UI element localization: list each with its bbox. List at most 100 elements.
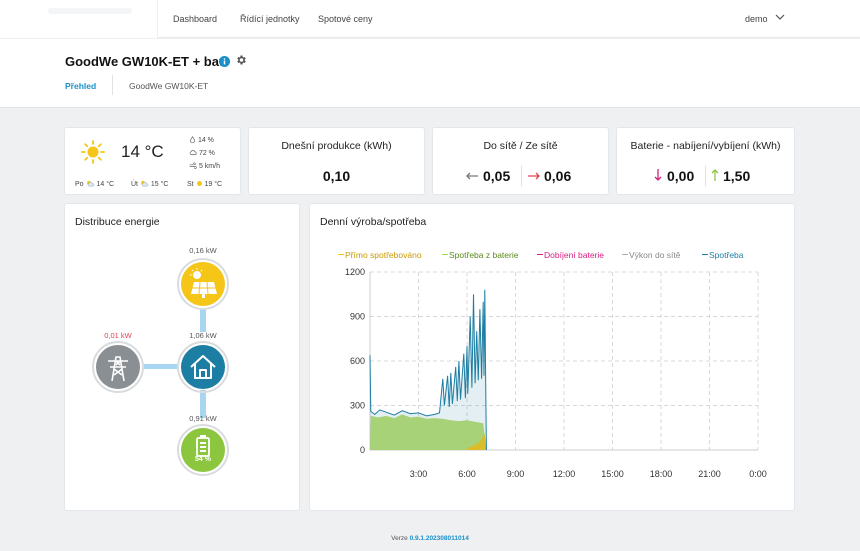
y-tick-label: 1200 bbox=[345, 267, 365, 277]
x-tick-label: 15:00 bbox=[601, 469, 624, 479]
arrow-up-icon bbox=[711, 169, 719, 181]
grid-export-value: 0,05 bbox=[483, 168, 511, 184]
sun-icon bbox=[81, 140, 105, 164]
tab-inverter[interactable]: GoodWe GW10K-ET bbox=[129, 81, 209, 91]
grid-node[interactable] bbox=[92, 341, 144, 393]
x-tick-label: 21:00 bbox=[698, 469, 721, 479]
chart-plot: 0 300 600 900 1200 3:00 6:00 9:00 12:00 15:00 18:0… bbox=[345, 267, 767, 479]
forecast-wednesday: St 19 °C bbox=[187, 180, 222, 188]
nav-dashboard[interactable]: Dashboard bbox=[173, 14, 218, 24]
legend-item[interactable]: Výkon do sítě bbox=[622, 250, 681, 260]
legend-label: Spotřeba z baterie bbox=[449, 250, 519, 260]
logo-placeholder bbox=[48, 8, 132, 14]
house-icon bbox=[190, 355, 216, 379]
version-number: 0.9.1.202308011014 bbox=[409, 535, 469, 542]
legend-item[interactable]: Spotřeba bbox=[702, 250, 744, 260]
legend-label: Dobíjení baterie bbox=[544, 250, 605, 260]
flow-home-battery bbox=[200, 390, 206, 418]
arrow-right-icon bbox=[528, 172, 540, 180]
production-title: Dnešní produkce (kWh) bbox=[281, 140, 392, 152]
battery-card: Baterie - nabíjení/vybíjení (kWh) 0,00 1… bbox=[617, 128, 794, 194]
current-temperature: 14 °C bbox=[121, 142, 164, 161]
solar-panel-icon bbox=[190, 268, 217, 298]
tab-overview[interactable]: Přehled bbox=[65, 81, 97, 91]
power-tower-icon bbox=[108, 356, 128, 382]
x-tick-label: 9:00 bbox=[507, 469, 525, 479]
series-consumption-fill bbox=[370, 289, 487, 450]
cloud-icon bbox=[189, 150, 197, 155]
solar-node-fill bbox=[181, 262, 225, 306]
chevron-down-icon bbox=[775, 14, 785, 20]
cloud-value: 72 % bbox=[198, 150, 215, 157]
grid-power-label: 0,01 kW bbox=[104, 331, 132, 340]
legend-item[interactable]: Dobíjení baterie bbox=[537, 250, 604, 260]
battery-icon bbox=[196, 435, 210, 457]
arrow-left-icon bbox=[466, 172, 478, 180]
legend-label: Přímo spotřebováno bbox=[345, 250, 422, 260]
nav-control-units[interactable]: Řídící jednotky bbox=[240, 14, 300, 24]
grid-import-value: 0,06 bbox=[544, 168, 572, 184]
battery-node[interactable]: 54 % bbox=[177, 424, 229, 476]
forecast-day: Po bbox=[75, 181, 84, 188]
user-name: demo bbox=[745, 14, 768, 24]
production-value: 0,10 bbox=[322, 168, 351, 184]
legend-item[interactable]: Přímo spotřebováno bbox=[338, 250, 422, 260]
partly-cloudy-icon bbox=[86, 180, 94, 187]
forecast-day: St bbox=[187, 181, 194, 188]
logo[interactable] bbox=[0, 0, 158, 38]
info-icon[interactable] bbox=[219, 56, 230, 67]
value-divider bbox=[521, 166, 522, 186]
tab-divider bbox=[112, 75, 113, 95]
y-tick-label: 300 bbox=[350, 401, 365, 411]
footer: Verze 0.9.1.202308011014 bbox=[0, 535, 860, 542]
y-tick-label: 0 bbox=[360, 445, 365, 455]
gear-icon[interactable] bbox=[235, 54, 247, 66]
humidity-value: 14 % bbox=[197, 137, 214, 144]
nav-spot-prices[interactable]: Spotové ceny bbox=[318, 14, 373, 24]
x-tick-label: 12:00 bbox=[553, 469, 576, 479]
legend-item[interactable]: Spotřeba z baterie bbox=[442, 250, 518, 260]
flow-grid-home bbox=[143, 364, 179, 369]
wind-icon bbox=[189, 162, 197, 169]
user-menu[interactable]: demo bbox=[745, 14, 785, 24]
home-node-fill bbox=[181, 345, 225, 389]
distribution-title: Distribuce energie bbox=[75, 216, 160, 228]
legend-label: Výkon do sítě bbox=[629, 250, 681, 260]
x-tick-label: 6:00 bbox=[458, 469, 476, 479]
home-power-label: 1,06 kW bbox=[189, 331, 217, 340]
chart-title: Denní výroba/spotřeba bbox=[320, 216, 427, 228]
humidity-row: 14 % bbox=[189, 136, 214, 144]
wind-row: 5 km/h bbox=[189, 162, 220, 170]
solar-node[interactable] bbox=[177, 258, 229, 310]
y-tick-label: 600 bbox=[350, 356, 365, 366]
value-divider bbox=[705, 166, 706, 186]
page-title: GoodWe GW10K-ET + bat. bbox=[65, 54, 227, 69]
production-card: Dnešní produkce (kWh) 0,10 bbox=[249, 128, 424, 194]
weather-card: 14 °C 14 % 72 % 5 km/h Po 14 °C Út 15 °C… bbox=[65, 128, 240, 194]
series-direct-consumption bbox=[465, 433, 487, 450]
battery-charge-value: 0,00 bbox=[667, 168, 695, 184]
grid-title: Do sítě / Ze sítě bbox=[483, 140, 558, 152]
flow-solar-home bbox=[200, 308, 206, 332]
chart-card: Denní výroba/spotřeba Přímo spotřebováno… bbox=[310, 204, 794, 510]
cloud-row: 72 % bbox=[189, 149, 215, 157]
battery-soc: 54 % bbox=[195, 456, 211, 463]
sun-icon bbox=[196, 181, 202, 186]
battery-power-label: 0,91 kW bbox=[189, 414, 217, 423]
series-consumption-line bbox=[369, 289, 487, 451]
grid-card: Do sítě / Ze sítě 0,05 0,06 bbox=[433, 128, 608, 194]
page-header: GoodWe GW10K-ET + bat. Přehled GoodWe GW… bbox=[0, 39, 860, 108]
series-battery-consumption bbox=[370, 414, 487, 450]
droplet-icon bbox=[190, 136, 195, 144]
version-prefix: Verze bbox=[391, 535, 408, 542]
forecast-day: Út bbox=[131, 181, 138, 188]
arrow-down-icon bbox=[654, 169, 662, 181]
x-tick-label: 3:00 bbox=[410, 469, 428, 479]
x-tick-label: 0:00 bbox=[749, 469, 767, 479]
forecast-tuesday: Út 15 °C bbox=[131, 180, 169, 188]
distribution-card: Distribuce energie 0,16 kW 0,01 kW bbox=[65, 204, 299, 510]
forecast-monday: Po 14 °C bbox=[75, 180, 114, 188]
battery-node-fill bbox=[181, 428, 225, 472]
battery-title: Baterie - nabíjení/vybíjení (kWh) bbox=[630, 140, 781, 152]
home-node[interactable] bbox=[177, 341, 229, 393]
